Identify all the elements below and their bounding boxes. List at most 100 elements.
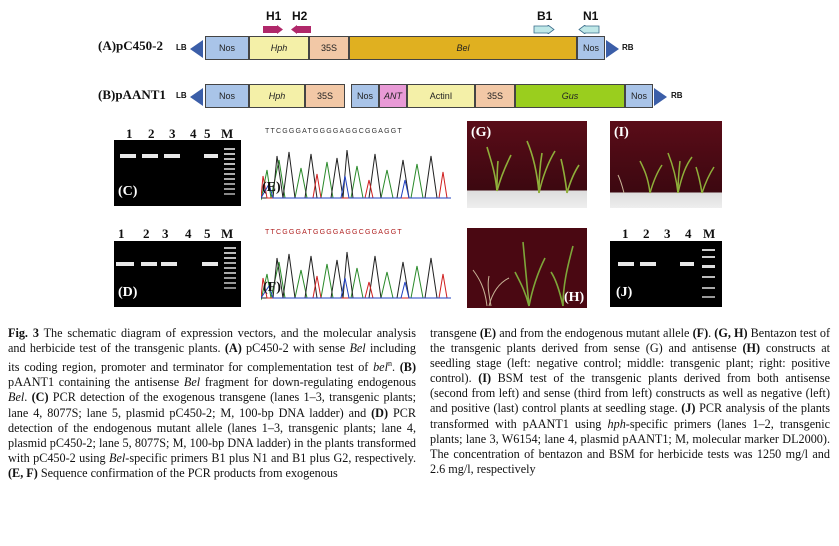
- caption-text: .: [391, 360, 400, 375]
- caption-ref-h: (H): [742, 341, 761, 356]
- caption-text: Bentazon test of the transgenic plants d…: [430, 326, 831, 356]
- panel-d-lane-4: 4: [185, 226, 192, 241]
- panel-j-lane-1: 1: [622, 226, 629, 241]
- panel-e-sequence: TTCGGGATGGGGAGGCGGAGGT: [265, 128, 403, 135]
- vector-b-lb: LB: [176, 91, 187, 100]
- panel-d-lane-1: 1: [118, 226, 125, 241]
- caption-text: Sequence confirmation of the PCR product…: [37, 465, 338, 480]
- caption-ref-d: (D): [371, 405, 389, 420]
- panel-i-photo: (I): [610, 121, 722, 208]
- gel-bands: [116, 247, 236, 289]
- caption-ref-a: (A): [224, 341, 242, 356]
- figure-number: Fig. 3: [8, 326, 39, 340]
- vector-b-rb: RB: [671, 91, 683, 100]
- gel-bands: [120, 148, 235, 195]
- panel-c-gel: (C): [114, 140, 241, 206]
- chromatogram-trace: [261, 149, 451, 201]
- seedling-illustration: [617, 152, 715, 194]
- panel-f-chromatogram: (F): [261, 240, 451, 306]
- caption-text: The schematic diagram of expression vect…: [8, 326, 416, 356]
- caption-text: pAANT1 containing the antisense: [8, 375, 184, 390]
- vector-b-segment-nos-2: Nos: [351, 84, 379, 108]
- figure-caption-left: Fig. 3 The schematic diagram of expressi…: [8, 326, 416, 481]
- caption-ref-c: (C): [31, 390, 49, 405]
- caption-text: transgene: [430, 326, 480, 340]
- panel-c-lane-5: 5: [204, 126, 211, 141]
- panel-f-letter: (F): [263, 280, 281, 295]
- caption-text: constructs at seedling stage (left: nega…: [430, 341, 830, 386]
- panel-d-lane-2: 2: [143, 226, 150, 241]
- vector-a-segment-bel: Bel: [349, 36, 577, 60]
- caption-ref-e: (E): [479, 326, 497, 340]
- vector-a-label: (A)pC450-2: [98, 38, 163, 53]
- caption-ref-i: (I): [478, 371, 492, 386]
- panel-j-lane-3: 3: [664, 226, 671, 241]
- panel-c-lane-3: 3: [169, 126, 176, 141]
- caption-ref-f: (F): [692, 326, 709, 340]
- panel-g-photo: (G): [467, 121, 587, 208]
- panel-e-chromatogram: (E): [261, 140, 451, 206]
- caption-text: .: [24, 390, 32, 405]
- primer-h1-label: H1: [266, 9, 282, 23]
- caption-ref-ef: (E, F): [8, 465, 38, 480]
- caption-gene: Bel: [349, 341, 366, 356]
- caption-gene: Bel: [8, 390, 25, 405]
- panel-d-letter: (D): [118, 285, 138, 300]
- left-border-arrow-icon: [190, 88, 203, 106]
- caption-gene: Bel: [183, 375, 201, 390]
- vector-b-segment-actini: ActinI: [407, 84, 475, 108]
- caption-text: PCR detection of the endogenous mutant a…: [8, 405, 416, 465]
- panel-g-letter: (G): [471, 125, 492, 140]
- panel-e-letter: (E): [262, 180, 281, 195]
- panel-j-lane-4: 4: [685, 226, 692, 241]
- panel-j-lane-m: M: [703, 226, 716, 241]
- panel-j-gel: (J): [610, 241, 722, 307]
- panel-c-lane-4: 4: [190, 126, 197, 141]
- panel-d-lane-3: 3: [162, 226, 169, 241]
- left-border-arrow-icon: [190, 40, 203, 58]
- caption-text: pC450-2 with sense: [241, 341, 350, 356]
- vector-a-segment-nos-1: Nos: [205, 36, 249, 60]
- vector-a-segment-nos-2: Nos: [577, 36, 605, 60]
- caption-ref-j: (J): [681, 401, 696, 416]
- vector-a-lb: LB: [176, 43, 187, 52]
- panel-j-lane-2: 2: [643, 226, 650, 241]
- caption-gene: bel: [373, 360, 388, 375]
- seedling-illustration: [486, 140, 580, 194]
- vector-a-rb: RB: [622, 43, 634, 52]
- vector-b-segment-nos-1: Nos: [205, 84, 249, 108]
- panel-d-lane-5: 5: [204, 226, 211, 241]
- vector-a-segment-hph: Hph: [249, 36, 309, 60]
- primer-b1-label: B1: [537, 9, 553, 23]
- vector-b-segment-gus: Gus: [515, 84, 625, 108]
- panel-c-lane-m: M: [221, 126, 234, 141]
- chromatogram-trace: [261, 251, 451, 301]
- caption-gene: Bel: [109, 450, 126, 465]
- caption-text: PCR analysis of the plants transformed w…: [430, 401, 830, 431]
- primer-n1-label: N1: [583, 9, 599, 23]
- caption-text: including its coding region, promoter an…: [8, 341, 416, 375]
- panel-h-photo: (H): [467, 228, 587, 308]
- primer-b1-arrow-icon: [533, 25, 555, 34]
- primer-h2-label: H2: [292, 9, 308, 23]
- vector-b-segment-nos-3: Nos: [625, 84, 653, 108]
- panel-c-letter: (C): [118, 184, 138, 199]
- panel-j-letter: (J): [616, 285, 633, 300]
- caption-gene: hph: [607, 416, 626, 431]
- vector-b-segment-35s-2: 35S: [475, 84, 515, 108]
- caption-text: and from the endogenous mutant allele: [496, 326, 693, 340]
- right-border-arrow-icon: [654, 88, 667, 106]
- vector-b-segment-ant: ANT: [379, 84, 407, 108]
- vector-b-segment-hph: Hph: [249, 84, 305, 108]
- panel-d-lane-m: M: [221, 226, 234, 241]
- panel-c-lane-1: 1: [126, 126, 133, 141]
- vector-a-segment-35s: 35S: [309, 36, 349, 60]
- vector-b-segment-35s-1: 35S: [305, 84, 345, 108]
- primer-n1-arrow-icon: [578, 25, 600, 34]
- caption-text: -specific primers B1 plus N1 and B1 plus…: [125, 450, 416, 465]
- seedling-illustration: [472, 241, 574, 307]
- vector-b-label: (B)pAANT1: [98, 87, 166, 102]
- panel-h-letter: (H): [564, 290, 585, 305]
- caption-superscript: n: [387, 359, 392, 369]
- caption-text: fragment for down-regulating endogenous: [200, 375, 416, 390]
